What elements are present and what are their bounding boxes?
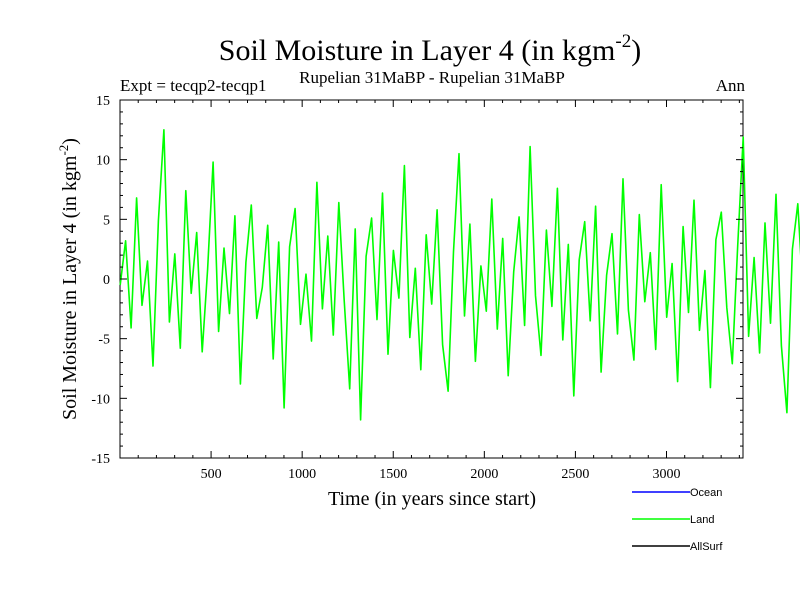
legend: Ocean Land AllSurf	[632, 487, 723, 553]
series-group	[119, 129, 800, 421]
y-tick-label: 5	[103, 213, 110, 228]
x-tick-label: 2500	[561, 467, 589, 482]
y-tick-label: -10	[91, 392, 110, 407]
series-line-land	[119, 129, 800, 421]
y-tick-label: 15	[96, 94, 110, 109]
y-axis-label-superscript: -2	[56, 145, 71, 156]
ticks-group: 500 1000 1500 2000 2500 3000 15 10 5 0 -5 -10 -15	[91, 94, 743, 482]
x-axis-label: Time (in years since start)	[328, 488, 536, 510]
legend-label-ocean: Ocean	[690, 487, 722, 499]
plot-frame	[119, 99, 744, 459]
x-tick-label: 1500	[379, 467, 407, 482]
x-tick-label: 500	[201, 467, 222, 482]
chart-title-superscript: -2	[615, 31, 631, 52]
x-tick-label: 3000	[652, 467, 680, 482]
y-tick-label: 0	[103, 273, 110, 288]
legend-label-land: Land	[690, 514, 714, 526]
y-tick-label: 10	[96, 154, 110, 169]
chart-title-main: Soil Moisture in Layer 4 (in kgm	[219, 34, 616, 67]
legend-label-allsurf: AllSurf	[690, 541, 723, 553]
y-tick-label: -15	[91, 452, 110, 467]
x-tick-label: 1000	[288, 467, 316, 482]
experiment-label: Expt = tecqp2-tecqp1	[120, 76, 266, 95]
y-axis-label-main: Soil Moisture in Layer 4 (in kgm	[59, 155, 81, 420]
period-label: Rupelian 31MaBP - Rupelian 31MaBP	[299, 68, 565, 87]
season-label: Ann	[716, 76, 746, 95]
y-axis-label: Soil Moisture in Layer 4 (in kgm-2)	[56, 138, 81, 420]
x-tick-label: 2000	[470, 467, 498, 482]
y-axis-label-close: )	[59, 138, 81, 145]
chart-title: Soil Moisture in Layer 4 (in kgm-2)	[219, 31, 641, 67]
chart-title-close: )	[631, 34, 641, 67]
y-tick-label: -5	[98, 333, 110, 348]
